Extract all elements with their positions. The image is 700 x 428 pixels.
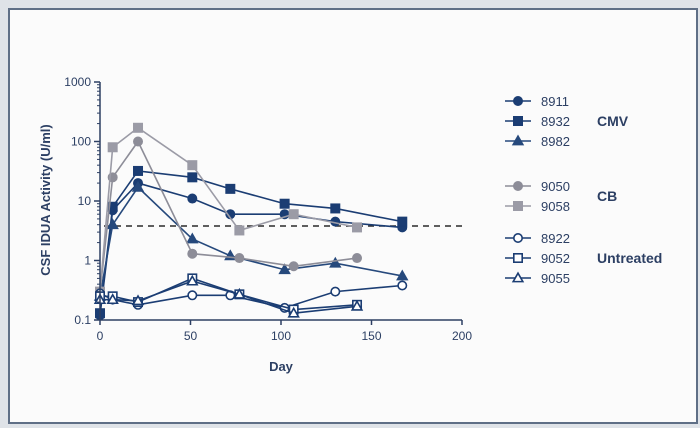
- data-point-8932: [397, 216, 408, 227]
- data-point-9050: [288, 261, 299, 272]
- data-point-9058: [234, 225, 245, 236]
- legend-label-8922: 8922: [541, 231, 570, 246]
- y-tick-label: 100: [71, 135, 91, 149]
- x-tick-label: 150: [361, 329, 381, 343]
- data-point-9058: [288, 209, 299, 220]
- data-point-8982: [106, 218, 119, 230]
- data-point-9058: [133, 122, 144, 133]
- legend-marker-8982: [511, 134, 525, 146]
- y-axis-title: CSF IDUA Activity (U/ml): [38, 124, 53, 275]
- data-point-8982: [329, 256, 342, 268]
- legend-label-9058: 9058: [541, 199, 570, 214]
- y-tick-label: 1: [84, 254, 91, 268]
- y-tick-label: 1000: [64, 75, 91, 89]
- legend-marker-9050: [512, 181, 523, 192]
- data-point-8911: [187, 193, 198, 204]
- x-tick-label: 200: [452, 329, 472, 343]
- data-point-9055: [186, 274, 199, 286]
- data-point-8982: [131, 180, 145, 192]
- legend-marker-8932: [512, 116, 523, 127]
- y-tick-label: 10: [78, 194, 92, 208]
- data-point-8982: [278, 263, 291, 275]
- data-point-9050: [187, 248, 198, 259]
- x-tick-label: 50: [184, 329, 198, 343]
- data-point-9055: [233, 287, 246, 299]
- legend-marker-9058: [512, 201, 523, 212]
- legend-label-8932: 8932: [541, 114, 570, 129]
- legend-label-8982: 8982: [541, 134, 570, 149]
- plot-area: [93, 122, 462, 321]
- legend: 8911 8932 8982 CMV 9050 9058 CB 8922 9052 9055 Unt…: [505, 94, 662, 286]
- data-point-9058: [107, 142, 118, 153]
- data-point-9050: [133, 136, 144, 147]
- legend-group-untreated: Untreated: [597, 250, 662, 266]
- data-point-8932: [330, 203, 341, 214]
- data-point-8932: [279, 198, 290, 209]
- legend-marker-8911: [512, 96, 523, 107]
- legend-marker-9055: [511, 271, 525, 283]
- legend-label-8911: 8911: [541, 94, 569, 109]
- legend-marker-9052: [512, 253, 523, 264]
- data-point-9055: [287, 306, 300, 318]
- data-point-9055: [131, 294, 145, 306]
- x-tick-label: 100: [271, 329, 291, 343]
- data-point-8922: [397, 280, 408, 291]
- legend-label-9050: 9050: [541, 179, 570, 194]
- data-point-8932: [133, 165, 144, 176]
- data-point-8932: [187, 172, 198, 183]
- legend-marker-8922: [512, 233, 523, 244]
- data-point-8922: [187, 290, 198, 301]
- axes: 0 50 100 150 200 0.1 1 10 100 1000: [64, 75, 472, 343]
- data-point-9050: [234, 253, 245, 264]
- series-line-8932: [99, 170, 403, 314]
- data-point-9058: [187, 160, 198, 171]
- data-point-9055: [350, 299, 364, 311]
- legend-group-cb: CB: [597, 188, 617, 204]
- data-point-8932: [107, 201, 118, 212]
- x-axis-title: Day: [269, 359, 294, 374]
- series-line-8982: [99, 186, 403, 297]
- data-point-9058: [352, 222, 363, 233]
- data-point-8932: [225, 183, 236, 194]
- series-line-8911: [99, 182, 403, 316]
- data-point-8982: [396, 269, 409, 281]
- legend-label-9052: 9052: [541, 251, 570, 266]
- legend-group-cmv: CMV: [597, 113, 629, 129]
- data-point-9055: [106, 293, 119, 305]
- data-point-8922: [330, 286, 341, 297]
- data-point-9050: [352, 253, 363, 264]
- x-tick-label: 0: [97, 329, 104, 343]
- y-tick-label: 0.1: [74, 313, 91, 327]
- legend-label-9055: 9055: [541, 271, 570, 286]
- data-point-8982: [186, 232, 199, 244]
- figure-frame: [8, 8, 698, 424]
